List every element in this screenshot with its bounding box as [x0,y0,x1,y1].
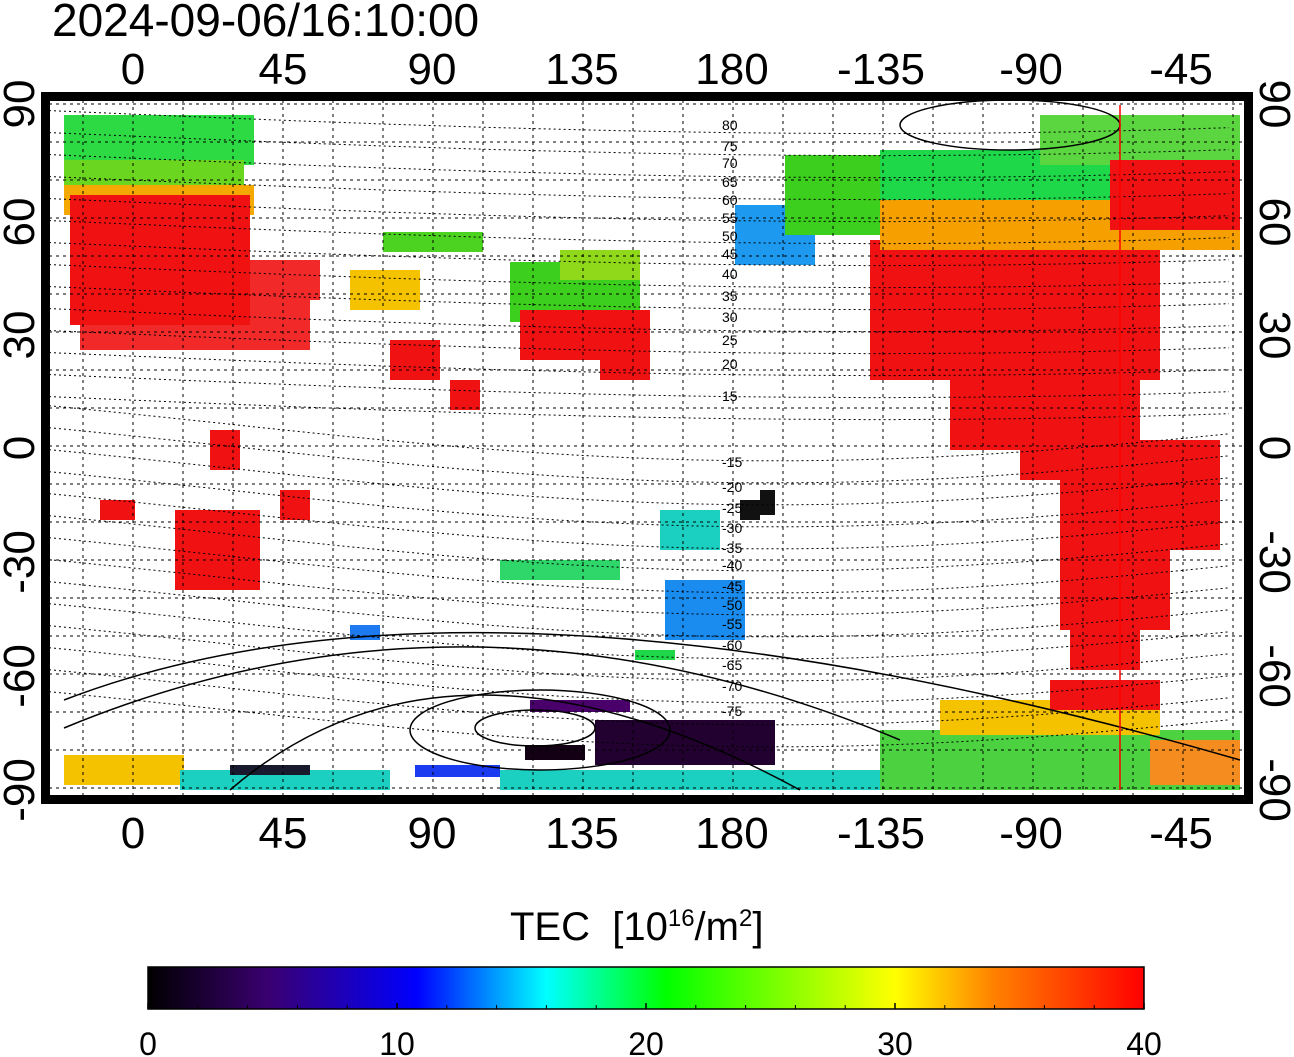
colorbar-ticks: 0 10 20 30 40 [139,1003,1162,1057]
lon-label-top: 0 [121,45,145,94]
contour-label: 20 [722,356,738,372]
contour-label: 40 [722,266,738,282]
lon-label-bottom: -90 [999,809,1063,858]
contour-label: 75 [722,138,738,154]
contour-label: -60 [722,637,742,653]
contour-label: -30 [722,520,742,536]
contour-label: -40 [722,557,742,573]
contour-label: -20 [722,479,742,495]
right-edge-bar [1245,92,1253,804]
contour-label: -70 [722,678,742,694]
contour-label: -15 [722,454,742,470]
contour-label: 15 [722,388,738,404]
colorbar-unit-close: ] [752,905,764,949]
lat-label-left: 90 [0,80,44,129]
colorbar-tick-label: 20 [628,1026,664,1057]
lat-label-right: -30 [1250,530,1294,594]
graticule-grid [49,100,1245,796]
contour-label: 55 [722,210,738,226]
map-content [49,100,1245,796]
contour-label: 45 [722,246,738,262]
contour-label: 60 [722,192,738,208]
lon-label-top: 90 [408,45,457,94]
lat-label-left: 0 [0,436,44,460]
longitude-labels-top: 0 45 90 135 180 -135 -90 -45 [121,45,1213,94]
lat-label-left: 30 [0,311,44,360]
lat-label-right: 30 [1250,311,1294,360]
lat-label-left: 60 [0,198,44,247]
contour-label: -45 [722,578,742,594]
colorbar-unit-open: [10 [612,905,668,949]
contour-label: -75 [722,703,742,719]
lat-label-right: -60 [1250,644,1294,708]
contour-label: 50 [722,228,738,244]
contour-label: 65 [722,174,738,190]
colorbar-tick-label: 30 [877,1026,913,1057]
colorbar-unit-exp2: 2 [738,905,753,932]
lon-label-top: 135 [545,45,618,94]
colorbar-unit-mid: /m [694,905,739,949]
contour-label: -65 [722,657,742,673]
contour-label: 70 [722,155,738,171]
tec-data-layer [64,115,1240,790]
lon-label-top: -135 [837,45,925,94]
lat-label-left: -60 [0,644,44,708]
lon-label-top: -45 [1149,45,1213,94]
lat-label-left: -30 [0,530,44,594]
lon-label-bottom: 90 [408,809,457,858]
latitude-labels-right: 90 60 30 0 -30 -60 -90 [1250,80,1294,822]
lon-label-bottom: 0 [121,809,145,858]
lat-label-right: 0 [1250,436,1294,460]
lon-label-bottom: 180 [695,809,768,858]
longitude-labels-bottom: 0 45 90 135 180 -135 -90 -45 [121,809,1213,858]
contour-label: -35 [722,540,742,556]
colorbar-tick-label: 40 [1126,1026,1162,1057]
lat-label-right: -90 [1250,758,1294,822]
colorbar-tick-label: 10 [379,1026,415,1057]
lon-label-top: 45 [259,45,308,94]
top-edge-bar [49,92,1245,100]
colorbar-unit-exp: 16 [667,905,695,932]
lon-label-top: 180 [695,45,768,94]
contour-label: -25 [722,500,742,516]
magnetic-contour-lines [49,110,1230,748]
lon-label-bottom: 135 [545,809,618,858]
colorbar [147,966,1145,1010]
lat-label-right: 90 [1250,80,1294,129]
polar-contours [63,100,1241,791]
lon-label-bottom: -45 [1149,809,1213,858]
left-edge-bar [41,92,49,804]
lon-label-bottom: 45 [259,809,308,858]
latitude-labels-left: 90 60 30 0 -30 -60 -90 [0,80,44,822]
lat-label-left: -90 [0,758,44,822]
contour-label: 30 [722,309,738,325]
colorbar-tick-label: 0 [139,1026,157,1057]
contour-label: -55 [722,616,742,632]
lat-label-right: 60 [1250,198,1294,247]
contour-label: 35 [722,288,738,304]
timestamp: 2024-09-06/16:10:00 [52,0,480,46]
contour-label: 80 [722,117,738,133]
bottom-edge-bar [49,796,1245,804]
lon-label-top: -90 [999,45,1063,94]
colorbar-title-main: TEC [510,905,590,949]
lon-label-bottom: -135 [837,809,925,858]
contour-label: 25 [722,332,738,348]
colorbar-title: TEC [1016/m2] [510,904,763,956]
contour-label: -50 [722,597,742,613]
